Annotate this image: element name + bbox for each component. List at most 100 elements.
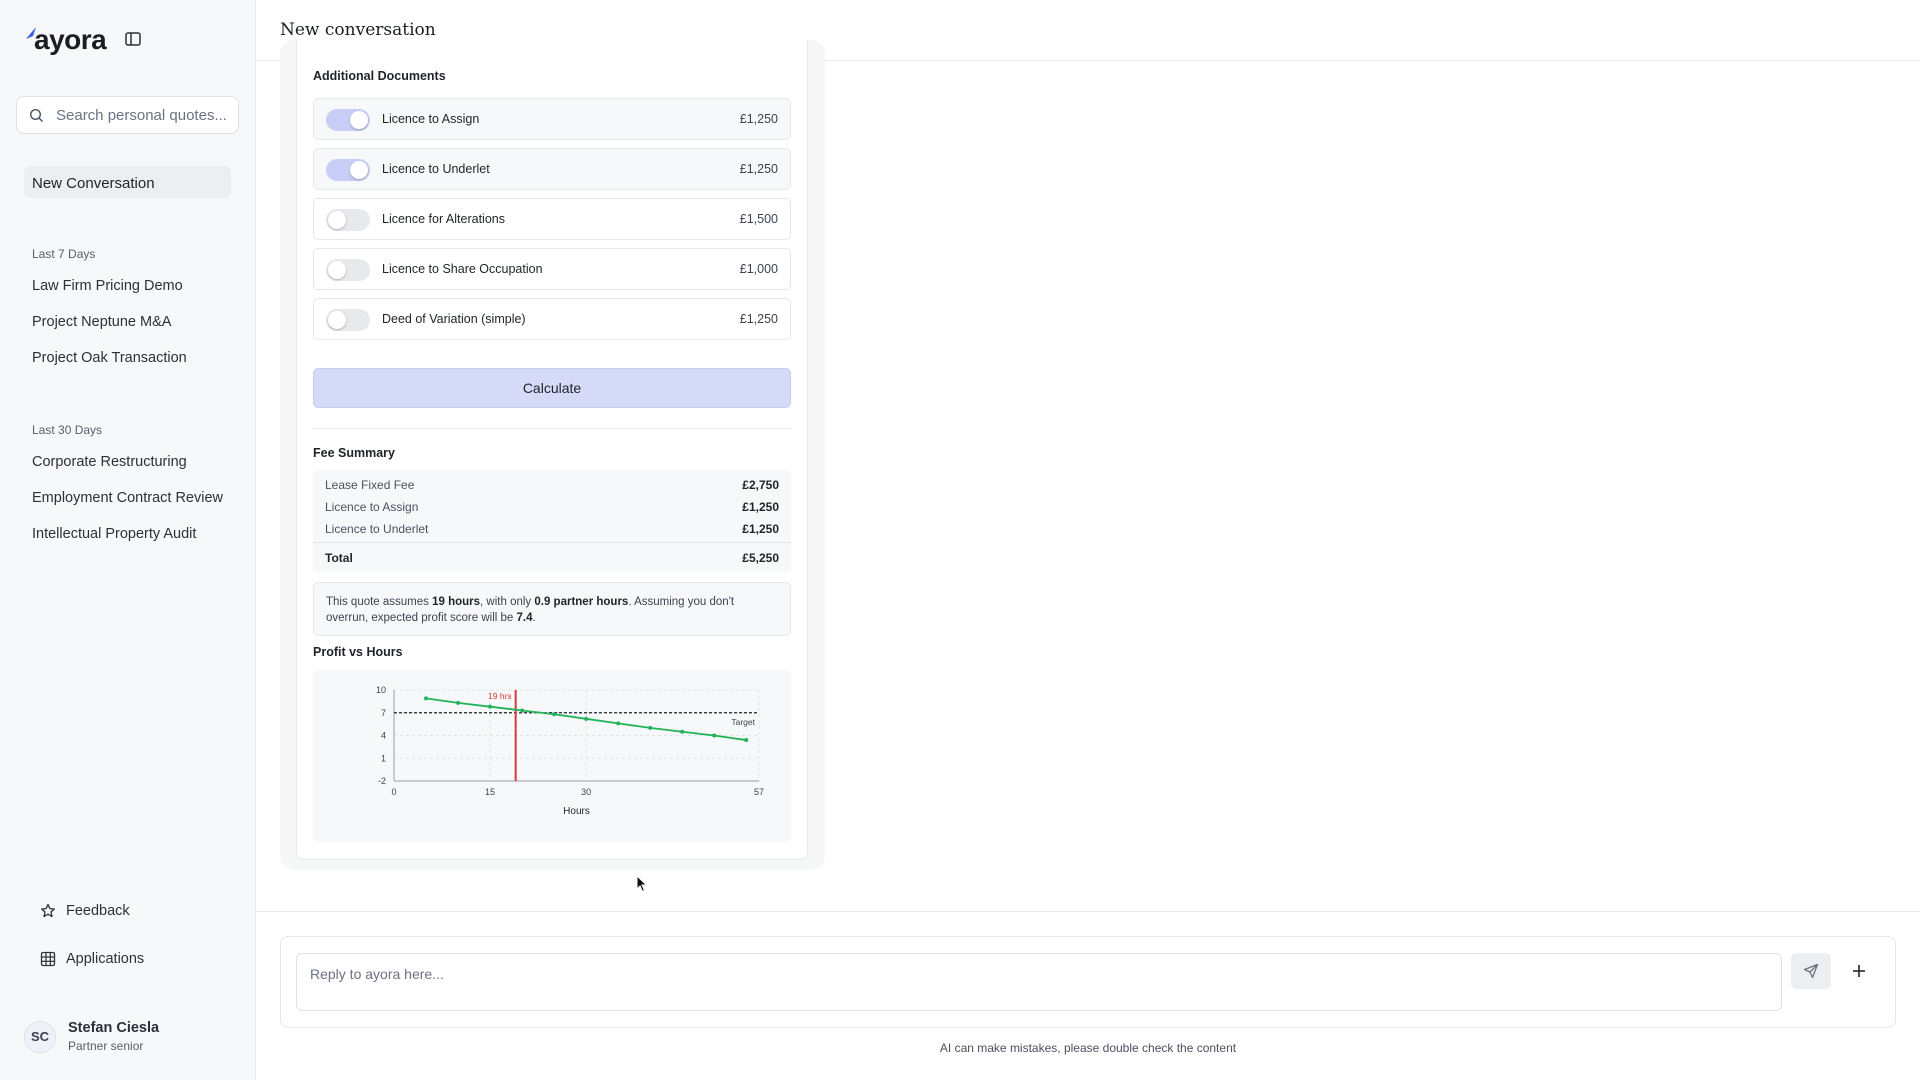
summary-label: Licence to Underlet (325, 522, 429, 536)
feedback-link[interactable]: Feedback (40, 903, 130, 919)
applications-label: Applications (66, 951, 145, 967)
total-label: Total (325, 551, 353, 565)
document-row-licence-to-underlet: Licence to Underlet £1,250 (313, 148, 791, 190)
y-tick-label: 7 (381, 708, 386, 718)
sidebar-item-employment-contract-review[interactable]: Employment Contract Review (32, 490, 223, 506)
quote-assumption-note: This quote assumes 19 hours, with only 0… (313, 582, 791, 636)
x-tick-label: 30 (581, 787, 591, 797)
divider (313, 428, 791, 429)
user-role: Partner senior (68, 1039, 144, 1053)
sidebar-item-intellectual-property-audit[interactable]: Intellectual Property Audit (32, 526, 197, 542)
sidebar-item-law-firm-pricing-demo[interactable]: Law Firm Pricing Demo (32, 278, 183, 294)
total-value: £5,250 (742, 551, 779, 565)
composer-divider (256, 911, 1920, 912)
sidebar-item-corporate-restructuring[interactable]: Corporate Restructuring (32, 454, 187, 470)
applications-link[interactable]: Applications (40, 951, 144, 967)
mouse-cursor-icon (636, 875, 648, 893)
summary-value: £1,250 (742, 522, 779, 536)
data-point (584, 716, 589, 721)
grid-icon (40, 951, 56, 967)
toggle-licence-for-alterations[interactable] (326, 209, 370, 231)
attach-button[interactable] (1846, 958, 1872, 984)
note-partner-hours: 0.9 partner hours (534, 596, 629, 608)
data-point (680, 729, 685, 734)
feedback-label: Feedback (66, 903, 130, 919)
data-point (520, 708, 525, 713)
user-name: Stefan Ciesla (68, 1020, 160, 1036)
calculate-button[interactable]: Calculate (313, 368, 791, 408)
summary-value: £2,750 (742, 478, 779, 492)
sidebar-item-project-oak[interactable]: Project Oak Transaction (32, 350, 187, 366)
user-profile[interactable]: SC Stefan Ciesla Partner senior (24, 1020, 159, 1053)
conversation-header: New conversation (256, 0, 1920, 61)
additional-documents-title: Additional Documents (313, 69, 446, 83)
star-icon (41, 903, 55, 918)
summary-row: Licence to Underlet £1,250 (325, 522, 779, 536)
document-label: Licence for Alterations (382, 212, 505, 226)
data-point (744, 738, 749, 743)
note-text: . (532, 612, 536, 624)
y-tick-label: 10 (376, 685, 386, 695)
sidebar-toggle-icon[interactable] (124, 30, 142, 48)
toggle-licence-to-share-occupation[interactable] (326, 259, 370, 281)
note-profit-score: 7.4 (516, 612, 533, 624)
new-conversation-item[interactable]: New Conversation (24, 166, 231, 198)
y-tick-label: 4 (381, 731, 386, 741)
logo-mark-icon (26, 27, 36, 39)
send-button[interactable] (1791, 953, 1831, 989)
document-price: £1,250 (739, 312, 778, 326)
document-price: £1,500 (739, 212, 778, 226)
toggle-licence-to-underlet[interactable] (326, 159, 370, 181)
y-tick-label: 1 (381, 753, 386, 763)
x-tick-label: 0 (391, 787, 396, 797)
note-hours: 19 hours (432, 596, 481, 608)
reply-input[interactable] (296, 953, 1782, 1011)
summary-total-row: Total £5,250 (325, 551, 779, 565)
document-label: Deed of Variation (simple) (382, 312, 526, 326)
summary-label: Lease Fixed Fee (325, 478, 415, 492)
note-text: . Assuming you don't overrun, expected p… (326, 596, 735, 624)
data-point (488, 704, 493, 709)
note-text: , with only (480, 596, 535, 608)
profit-chart-panel: 10 7 4 1 -2 0 15 30 57 Target 19 hrs Hours (313, 670, 791, 842)
ayora-logo[interactable]: ayora (24, 22, 107, 58)
section-label-last-30-days: Last 30 Days (32, 423, 103, 437)
document-label: Licence to Underlet (382, 162, 490, 176)
search-icon (29, 108, 43, 122)
document-price: £1,000 (739, 262, 778, 276)
summary-label: Licence to Assign (325, 500, 419, 514)
sidebar-item-project-neptune[interactable]: Project Neptune M&A (32, 314, 172, 330)
data-point (552, 712, 557, 717)
summary-row: Lease Fixed Fee £2,750 (325, 478, 779, 492)
send-icon (1803, 963, 1819, 979)
document-price: £1,250 (739, 162, 778, 176)
document-label: Licence to Assign (382, 112, 480, 126)
target-label: Target (731, 717, 755, 727)
document-price: £1,250 (739, 112, 778, 126)
sidebar: ayora New Conversation Last 7 Days Law F… (0, 0, 256, 1080)
section-label-last-7-days: Last 7 Days (32, 247, 96, 261)
hours-marker-label: 19 hrs (488, 691, 512, 701)
document-row-licence-to-assign: Licence to Assign £1,250 (313, 98, 791, 140)
fee-summary-table: Lease Fixed Fee £2,750 Licence to Assign… (313, 470, 791, 572)
note-text: This quote assumes (326, 596, 433, 608)
toggle-deed-of-variation[interactable] (326, 309, 370, 331)
document-row-licence-for-alterations: Licence for Alterations £1,500 (313, 198, 791, 240)
summary-row: Licence to Assign £1,250 (325, 500, 779, 514)
x-axis-label: Hours (563, 806, 590, 817)
logo-text: ayora (34, 24, 107, 55)
profit-vs-hours-title: Profit vs Hours (313, 645, 403, 659)
x-tick-label: 15 (485, 787, 495, 797)
avatar: SC (24, 1020, 56, 1053)
toggle-licence-to-assign[interactable] (326, 109, 370, 131)
data-point (424, 696, 429, 701)
document-row-deed-of-variation: Deed of Variation (simple) £1,250 (313, 298, 791, 340)
search-input[interactable] (56, 106, 226, 124)
document-row-licence-to-share-occupation: Licence to Share Occupation £1,000 (313, 248, 791, 290)
summary-value: £1,250 (742, 500, 779, 514)
search-box[interactable] (16, 96, 239, 134)
ai-disclaimer: AI can make mistakes, please double chec… (939, 1041, 1237, 1055)
data-point (616, 721, 621, 726)
page-title: New conversation (280, 20, 436, 40)
y-tick-label: -2 (378, 776, 386, 786)
